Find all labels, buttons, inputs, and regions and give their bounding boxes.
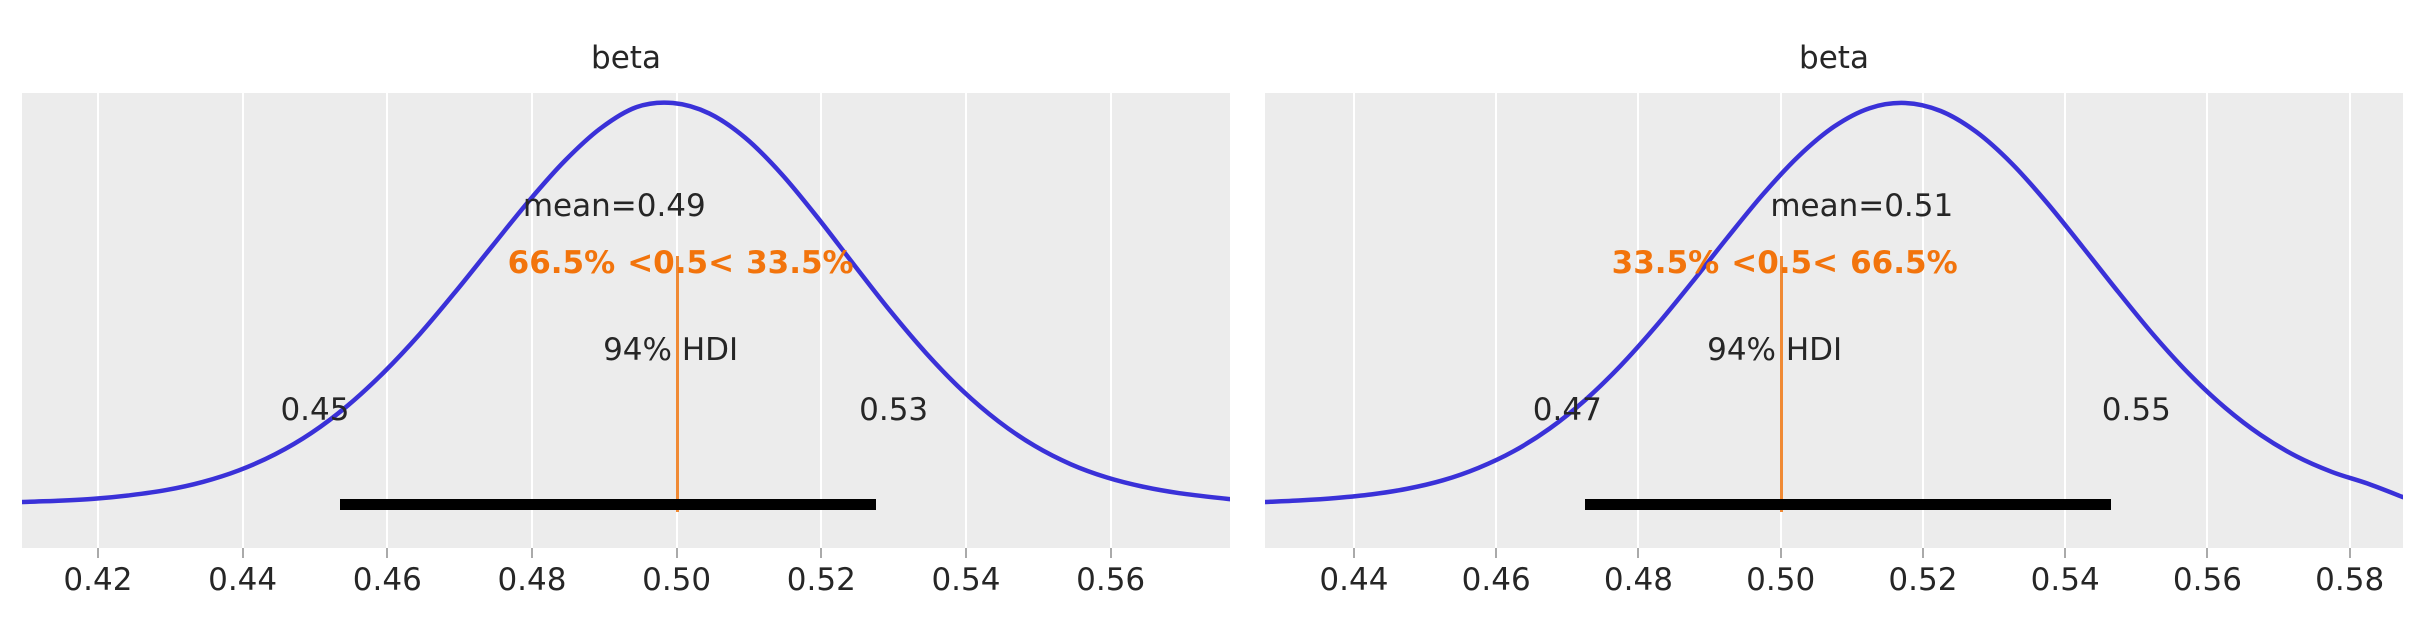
x-tick-mark bbox=[2206, 548, 2209, 558]
gridline bbox=[964, 93, 967, 548]
x-tick-label: 0.52 bbox=[786, 562, 856, 598]
reference-value-line bbox=[675, 256, 679, 512]
gridline bbox=[1921, 93, 1924, 548]
x-tick-mark bbox=[1109, 548, 1112, 558]
x-tick-mark bbox=[2064, 548, 2067, 558]
gridline bbox=[820, 93, 823, 548]
x-tick-mark bbox=[1637, 548, 1640, 558]
rope-reference-annotation-beta-own: 33.5% <0.5< 66.5% bbox=[1612, 245, 1958, 281]
gridline bbox=[530, 93, 533, 548]
x-tick-label: 0.50 bbox=[642, 562, 712, 598]
x-tick-label: 0.58 bbox=[2315, 562, 2385, 598]
axes-inner-beta-competitor bbox=[22, 93, 1230, 548]
x-tick-label: 0.46 bbox=[1461, 562, 1531, 598]
x-tick-label: 0.50 bbox=[1746, 562, 1816, 598]
axes-beta-competitor bbox=[22, 93, 1230, 548]
x-tick-label: 0.46 bbox=[352, 562, 422, 598]
subplot-beta-competitor: beta competitor mean=0.49 66.5%<0.5<33.5… bbox=[22, 0, 1230, 623]
pct-above-label: 66.5% bbox=[1850, 245, 1958, 281]
x-tick-mark bbox=[675, 548, 678, 558]
axes-beta-own bbox=[1265, 93, 2403, 548]
gridline bbox=[1637, 93, 1640, 548]
x-tick-mark bbox=[2348, 548, 2351, 558]
x-tick-label: 0.48 bbox=[497, 562, 567, 598]
gridline bbox=[241, 93, 244, 548]
reference-value-line bbox=[1779, 256, 1783, 512]
kde-density-curve bbox=[1265, 100, 2403, 505]
gridline bbox=[386, 93, 389, 548]
x-tick-label: 0.56 bbox=[2172, 562, 2242, 598]
pct-below-label: 33.5% bbox=[1611, 245, 1720, 281]
hdi-high-value-beta-competitor: 0.53 bbox=[859, 392, 929, 428]
subplot-title-line1: beta bbox=[1799, 40, 1869, 76]
mean-label-beta-competitor: mean=0.49 bbox=[522, 188, 706, 224]
ref-operator-label: <0.5< bbox=[1731, 245, 1839, 281]
hdi-label-beta-own: 94% HDI bbox=[1707, 332, 1843, 368]
x-tick-mark bbox=[386, 548, 389, 558]
hdi-low-value-beta-competitor: 0.45 bbox=[280, 392, 350, 428]
x-tick-label: 0.42 bbox=[63, 562, 133, 598]
x-tick-mark bbox=[1495, 548, 1498, 558]
x-tick-mark bbox=[96, 548, 99, 558]
hdi-high-value-beta-own: 0.55 bbox=[2101, 392, 2171, 428]
x-tick-label: 0.48 bbox=[1603, 562, 1673, 598]
gridline bbox=[2206, 93, 2209, 548]
x-tick-mark bbox=[530, 548, 533, 558]
subplot-title-line1: beta bbox=[591, 40, 661, 76]
ref-operator-label: <0.5< bbox=[627, 245, 735, 281]
x-tick-mark bbox=[820, 548, 823, 558]
subplot-beta-own: beta own mean=0.51 33.5%<0.5<66.5% 94% H… bbox=[1265, 0, 2403, 623]
gridline bbox=[2064, 93, 2067, 548]
x-tick-mark bbox=[964, 548, 967, 558]
x-tick-mark bbox=[241, 548, 244, 558]
axes-inner-beta-own bbox=[1265, 93, 2403, 548]
hdi-interval-bar bbox=[340, 499, 876, 510]
x-tick-mark bbox=[1352, 548, 1355, 558]
x-tick-label: 0.54 bbox=[2030, 562, 2100, 598]
x-tick-label: 0.56 bbox=[1076, 562, 1146, 598]
mean-label-beta-own: mean=0.51 bbox=[1770, 188, 1954, 224]
hdi-interval-bar bbox=[1585, 499, 2112, 510]
gridline bbox=[1495, 93, 1498, 548]
hdi-low-value-beta-own: 0.47 bbox=[1532, 392, 1602, 428]
x-tick-label: 0.44 bbox=[1319, 562, 1389, 598]
gridline bbox=[2348, 93, 2351, 548]
x-tick-label: 0.54 bbox=[931, 562, 1001, 598]
rope-reference-annotation-beta-competitor: 66.5% <0.5< 33.5% bbox=[508, 245, 854, 281]
gridline bbox=[1109, 93, 1112, 548]
x-tick-mark bbox=[1779, 548, 1782, 558]
pct-above-label: 33.5% bbox=[746, 245, 854, 281]
pct-below-label: 66.5% bbox=[507, 245, 616, 281]
kde-density-curve bbox=[22, 100, 1230, 505]
x-tick-label: 0.52 bbox=[1888, 562, 1958, 598]
gridline bbox=[1352, 93, 1355, 548]
gridline bbox=[96, 93, 99, 548]
x-tick-label: 0.44 bbox=[208, 562, 278, 598]
x-tick-mark bbox=[1921, 548, 1924, 558]
hdi-label-beta-competitor: 94% HDI bbox=[603, 332, 739, 368]
